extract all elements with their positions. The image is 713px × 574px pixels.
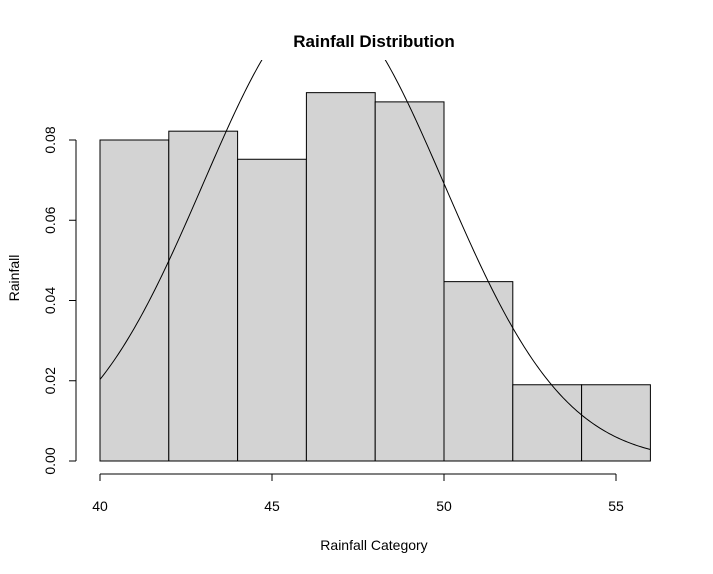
x-axis: 40 45 50 55 bbox=[92, 473, 624, 514]
bar-2 bbox=[237, 158, 307, 462]
x-tick-label-2: 50 bbox=[436, 498, 452, 514]
bars-group bbox=[99, 92, 651, 462]
y-axis-label: Rainfall bbox=[6, 255, 22, 302]
x-tick-label-0: 40 bbox=[92, 498, 108, 514]
y-tick-label-2: 0.04 bbox=[42, 287, 58, 314]
bar-0 bbox=[99, 139, 170, 462]
x-tick-label-1: 45 bbox=[264, 498, 280, 514]
bar-7 bbox=[581, 384, 651, 462]
y-axis: 0.00 0.02 0.04 0.06 0.08 bbox=[42, 126, 77, 475]
y-tick-label-4: 0.08 bbox=[42, 126, 58, 153]
y-tick-label-0: 0.00 bbox=[42, 447, 58, 474]
chart-title: Rainfall Distribution bbox=[293, 32, 455, 51]
density-curve bbox=[99, 60, 651, 450]
density-curve-group bbox=[99, 60, 651, 450]
x-axis-label: Rainfall Category bbox=[320, 537, 427, 553]
bar-1 bbox=[168, 130, 239, 462]
bar-3 bbox=[305, 92, 376, 462]
bar-4 bbox=[374, 101, 445, 462]
bar-5 bbox=[443, 281, 514, 462]
bar-6 bbox=[512, 384, 583, 462]
x-tick-label-3: 55 bbox=[608, 498, 624, 514]
y-tick-label-1: 0.02 bbox=[42, 367, 58, 394]
y-tick-label-3: 0.06 bbox=[42, 206, 58, 233]
